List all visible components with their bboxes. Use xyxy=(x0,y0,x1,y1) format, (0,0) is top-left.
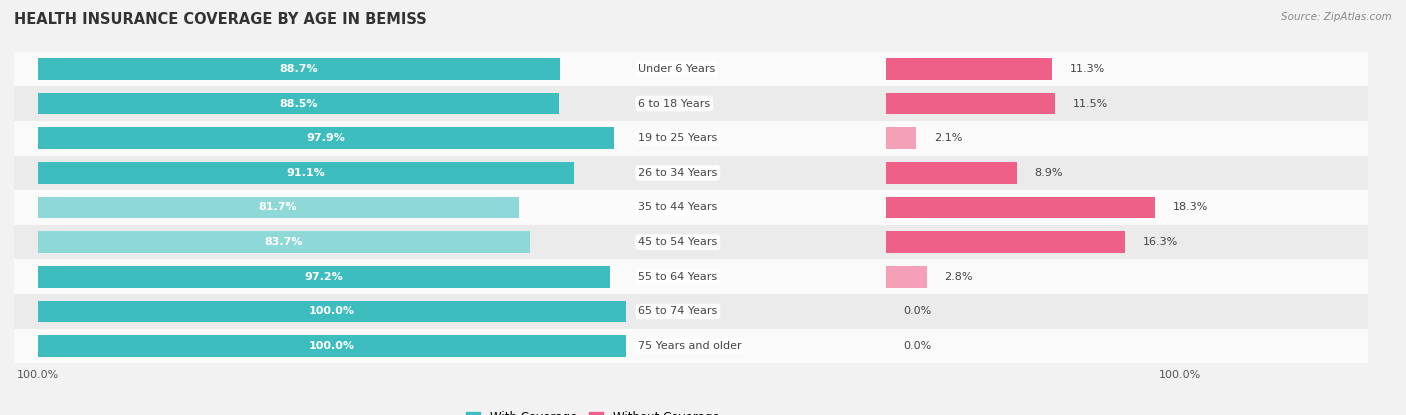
Bar xyxy=(886,58,1052,80)
Text: 0.0%: 0.0% xyxy=(903,307,931,317)
Text: 83.7%: 83.7% xyxy=(264,237,304,247)
Text: 6 to 18 Years: 6 to 18 Years xyxy=(638,98,710,108)
Text: 97.9%: 97.9% xyxy=(307,133,346,143)
Text: 8.9%: 8.9% xyxy=(1035,168,1063,178)
Text: 65 to 74 Years: 65 to 74 Years xyxy=(638,307,717,317)
Text: 2.1%: 2.1% xyxy=(934,133,963,143)
Text: 19 to 25 Years: 19 to 25 Years xyxy=(638,133,717,143)
Bar xyxy=(14,329,1368,364)
Legend: With Coverage, Without Coverage: With Coverage, Without Coverage xyxy=(461,406,724,415)
Text: 88.5%: 88.5% xyxy=(278,98,318,108)
Bar xyxy=(14,121,1368,156)
Text: 45 to 54 Years: 45 to 54 Years xyxy=(638,237,717,247)
Text: 100.0%: 100.0% xyxy=(309,307,356,317)
Bar xyxy=(886,232,1125,253)
Bar xyxy=(14,156,1368,190)
Text: 75 Years and older: 75 Years and older xyxy=(638,341,742,351)
Text: 11.5%: 11.5% xyxy=(1073,98,1108,108)
Bar xyxy=(14,259,1368,294)
Text: 91.1%: 91.1% xyxy=(287,168,325,178)
Bar xyxy=(38,162,574,183)
Text: Under 6 Years: Under 6 Years xyxy=(638,64,716,74)
Bar xyxy=(38,232,530,253)
Bar xyxy=(38,127,614,149)
Text: 81.7%: 81.7% xyxy=(259,203,298,212)
Bar xyxy=(886,127,917,149)
Text: 88.7%: 88.7% xyxy=(280,64,318,74)
Bar xyxy=(886,162,1017,183)
Bar xyxy=(38,197,519,218)
Text: 2.8%: 2.8% xyxy=(945,272,973,282)
Bar xyxy=(14,225,1368,259)
Bar xyxy=(14,294,1368,329)
Text: 97.2%: 97.2% xyxy=(305,272,343,282)
Text: 11.3%: 11.3% xyxy=(1070,64,1105,74)
Bar xyxy=(14,51,1368,86)
Bar xyxy=(38,266,610,288)
Text: 16.3%: 16.3% xyxy=(1143,237,1178,247)
Text: 55 to 64 Years: 55 to 64 Years xyxy=(638,272,717,282)
Bar xyxy=(38,335,627,357)
Bar xyxy=(38,58,560,80)
Text: 18.3%: 18.3% xyxy=(1173,203,1208,212)
Bar xyxy=(886,93,1054,114)
Text: 100.0%: 100.0% xyxy=(309,341,356,351)
Text: 35 to 44 Years: 35 to 44 Years xyxy=(638,203,717,212)
Bar xyxy=(14,190,1368,225)
Text: 0.0%: 0.0% xyxy=(903,341,931,351)
Bar xyxy=(886,266,927,288)
Bar xyxy=(38,301,627,322)
Text: HEALTH INSURANCE COVERAGE BY AGE IN BEMISS: HEALTH INSURANCE COVERAGE BY AGE IN BEMI… xyxy=(14,12,427,27)
Text: Source: ZipAtlas.com: Source: ZipAtlas.com xyxy=(1281,12,1392,22)
Bar xyxy=(38,93,558,114)
Bar xyxy=(14,86,1368,121)
Text: 26 to 34 Years: 26 to 34 Years xyxy=(638,168,717,178)
Bar xyxy=(886,197,1154,218)
